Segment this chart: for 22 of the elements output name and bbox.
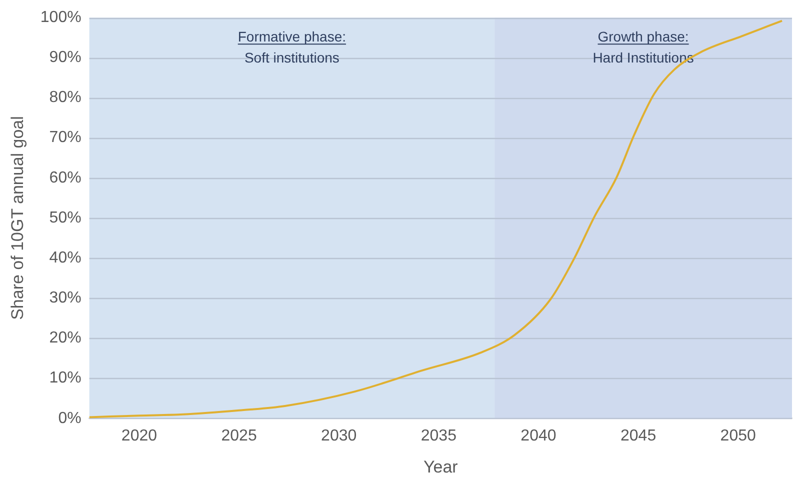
y-tick-label: 10% (49, 370, 82, 387)
x-tick-label: 2040 (520, 427, 556, 444)
y-tick-label: 30% (49, 290, 82, 307)
y-tick-label: 40% (49, 249, 82, 266)
y-tick-label: 50% (49, 209, 82, 226)
x-tick-label: 2035 (420, 427, 457, 444)
line-series (89, 20, 784, 418)
y-tick-label: 0% (58, 410, 82, 427)
x-tick-label: 2030 (321, 427, 357, 444)
x-tick-label: 2025 (221, 427, 257, 444)
y-tick-label: 90% (49, 49, 82, 66)
x-axis-title: Year (423, 457, 458, 476)
y-axis-title: Share of 10GT annual goal (8, 116, 27, 320)
y-tick-label: 100% (40, 9, 82, 26)
y-tick-label: 20% (49, 330, 82, 347)
band-label: Formative phase: Soft institutions (238, 28, 346, 66)
x-tick-label: 2050 (720, 427, 756, 444)
x-tick-label: 2020 (121, 427, 158, 444)
y-tick-label: 60% (49, 169, 82, 186)
y-tick-label: 80% (49, 89, 82, 106)
x-tick-label: 2045 (620, 427, 656, 444)
y-tick-label: 70% (49, 129, 82, 146)
